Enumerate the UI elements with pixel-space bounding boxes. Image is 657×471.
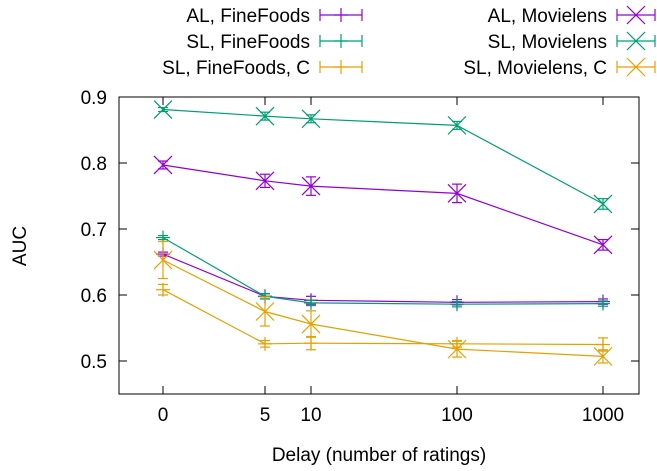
marker-x-b xyxy=(447,115,467,135)
y-axis-label: AUC xyxy=(10,226,31,266)
legend-entry: SL, Movielens, C xyxy=(463,57,656,79)
series-layer xyxy=(153,100,613,366)
x-tick-label: 10 xyxy=(300,405,321,426)
series-al-movielens xyxy=(153,155,613,255)
x-axis-label: Delay (number of ratings) xyxy=(272,445,486,466)
series-line xyxy=(162,253,604,303)
x-tick-label: 100 xyxy=(441,405,473,426)
series-sl-finefoods-c xyxy=(156,282,610,352)
legend-entry: SL, FineFoods xyxy=(186,32,363,53)
marker-x-b xyxy=(593,235,613,255)
y-tick-label: 0.8 xyxy=(81,154,107,175)
marker-x-b xyxy=(255,171,275,191)
marker-x-b xyxy=(153,155,173,175)
marker-x-b xyxy=(626,57,646,77)
marker-x-b xyxy=(447,339,467,359)
marker-x-b xyxy=(626,31,646,51)
legend-entry: SL, Movielens xyxy=(488,31,656,53)
y-axis: 0.5 0.6 0.7 0.8 0.9 xyxy=(81,88,639,373)
marker-x-b xyxy=(153,250,173,270)
x-tick-label: 5 xyxy=(260,405,271,426)
series-sl-movielens-c xyxy=(153,240,613,366)
legend-entry: AL, Movielens xyxy=(488,5,656,27)
x-axis: 0 5 10 100 1000 xyxy=(158,97,624,426)
series-line xyxy=(162,237,604,305)
series-sl-finefoods xyxy=(156,230,610,312)
legend-entry: AL, FineFoods xyxy=(186,6,363,27)
series-sl-movielens xyxy=(153,100,613,214)
marker-x-b xyxy=(626,5,646,25)
marker-x-b xyxy=(153,100,173,119)
legend-label: SL, Movielens, C xyxy=(463,58,607,79)
y-tick-label: 0.7 xyxy=(81,220,107,241)
marker-x-b xyxy=(301,109,321,129)
legend: AL, FineFoods SL, FineFoods SL, FineFoods,… xyxy=(162,5,656,79)
series-line xyxy=(162,164,604,246)
plot-frame xyxy=(118,96,640,395)
legend-label: SL, FineFoods xyxy=(186,32,310,53)
legend-label: SL, FineFoods, C xyxy=(162,58,310,79)
marker-x-b xyxy=(301,176,321,196)
marker-x-b xyxy=(593,346,613,366)
marker-x-b xyxy=(593,194,613,214)
series-line xyxy=(162,259,604,357)
marker-x-b xyxy=(255,302,275,321)
legend-entry: SL, FineFoods, C xyxy=(162,58,363,79)
marker-x-b xyxy=(255,106,275,126)
legend-label: SL, Movielens xyxy=(488,32,607,53)
legend-label: AL, Movielens xyxy=(488,6,607,27)
series-al-finefoods xyxy=(156,247,610,310)
y-tick-label: 0.6 xyxy=(81,286,107,307)
y-tick-label: 0.9 xyxy=(81,88,107,109)
marker-x-b xyxy=(301,314,321,334)
marker-x-b xyxy=(447,183,467,203)
x-tick-label: 1000 xyxy=(582,405,624,426)
x-tick-label: 0 xyxy=(158,405,169,426)
y-tick-label: 0.5 xyxy=(81,352,107,373)
legend-label: AL, FineFoods xyxy=(186,6,310,27)
